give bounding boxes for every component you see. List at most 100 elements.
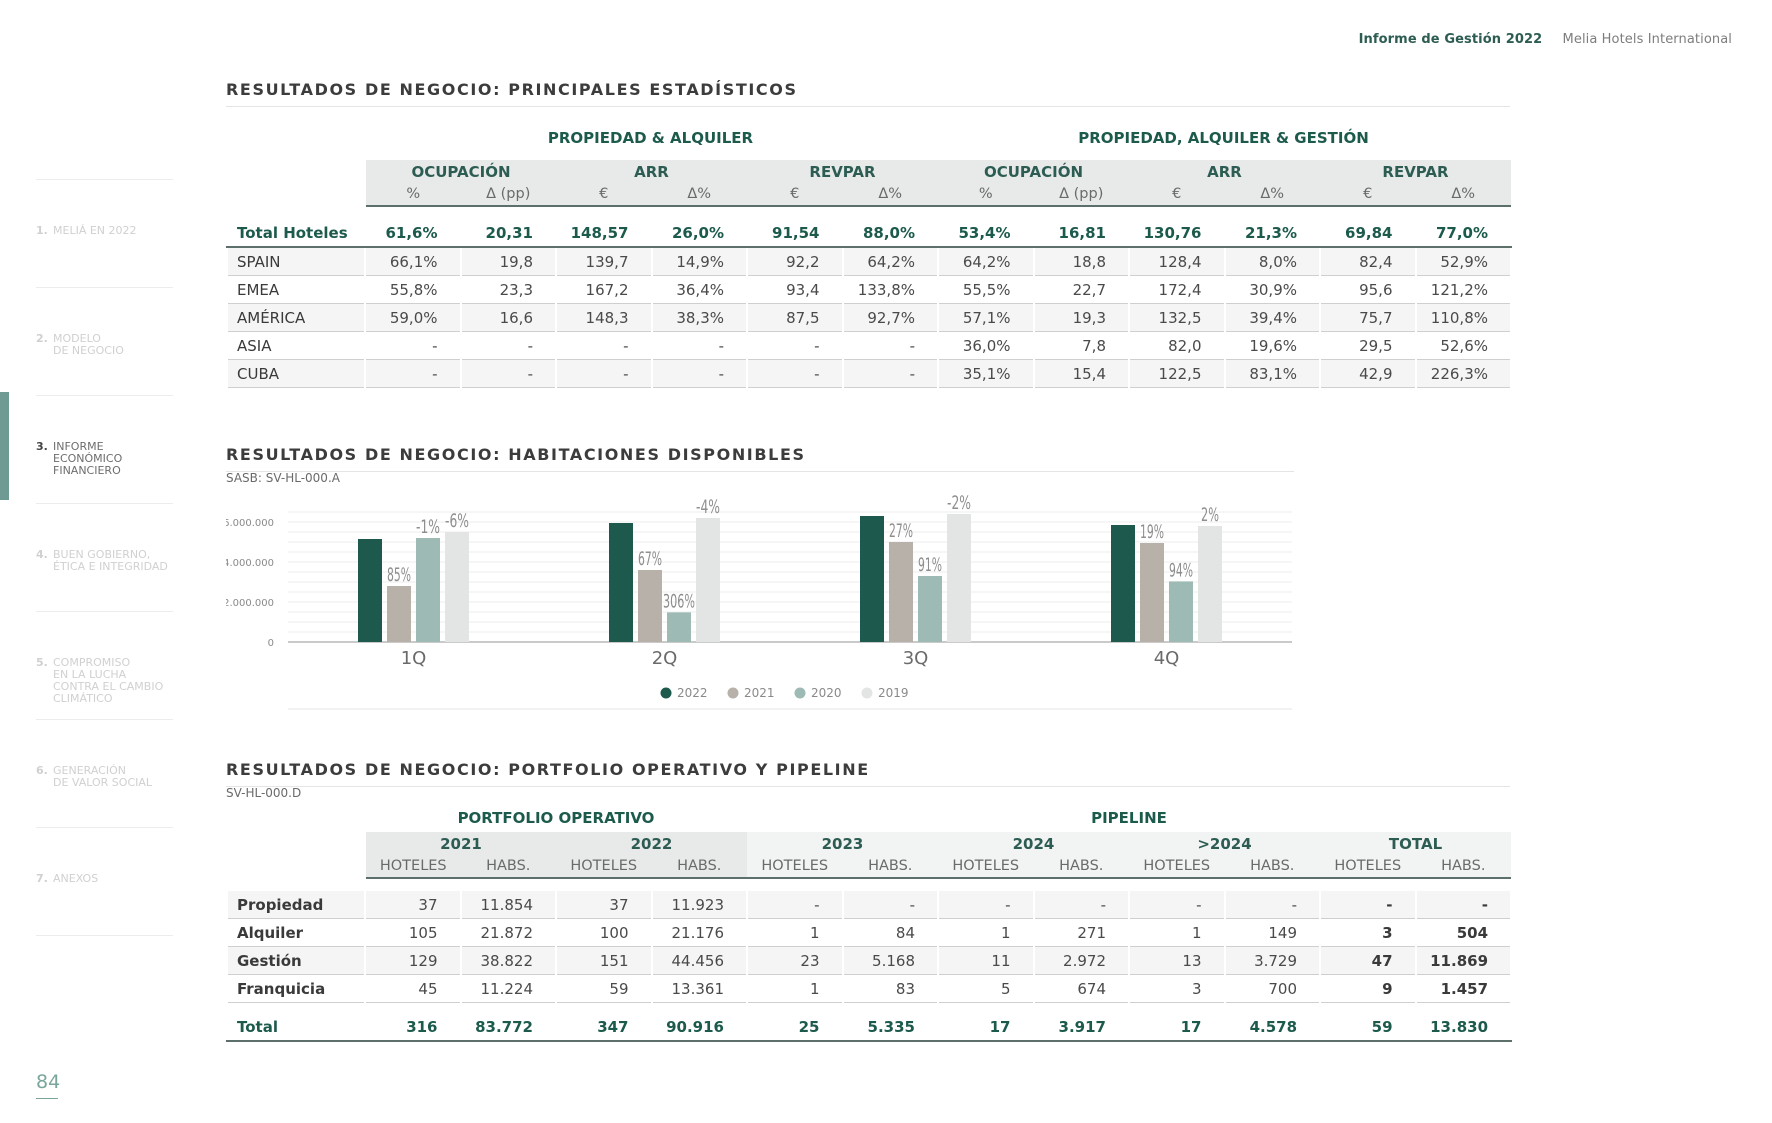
stats-unit-header-row: % Δ (pp) € Δ% € Δ%% Δ (pp) € Δ% € Δ% (226, 183, 1511, 207)
data-label: 27% (889, 520, 913, 542)
table-cell: 83 (841, 974, 939, 1003)
sidebar-item-3[interactable]: 3. INFORME ECONÓMICO FINANCIERO (36, 395, 173, 503)
row-label: Alquiler (226, 918, 366, 947)
table-cell: 11 (937, 946, 1035, 975)
table-cell: - (1128, 891, 1226, 919)
legend-label: 2021 (744, 686, 775, 700)
table-cell: 93,4 (746, 275, 844, 304)
unit-header: € (747, 183, 843, 207)
table-cell: 1 (1128, 918, 1226, 947)
unit-header: Δ% (1415, 183, 1511, 207)
bar-4Q-2020 (1169, 581, 1193, 642)
table-cell: - (650, 359, 748, 388)
bar-4Q-2022 (1111, 525, 1135, 642)
table-cell: 271 (1032, 918, 1130, 947)
row-label: Total (226, 1013, 366, 1042)
table-cell: 132,5 (1128, 303, 1226, 332)
company-name: Melia Hotels International (1562, 32, 1732, 47)
table-cell: 1 (937, 918, 1035, 947)
sidebar-item-2[interactable]: 2. MODELO DE NEGOCIO (36, 287, 173, 395)
table-cell: 16,81 (1032, 219, 1130, 248)
table-cell: 59 (1319, 1013, 1417, 1042)
table-cell: 66,1% (364, 247, 462, 276)
table-cell: 5 (937, 974, 1035, 1003)
table-cell: 25 (746, 1013, 844, 1042)
x-tick-label: 2Q (652, 648, 678, 669)
y-tick-label: 2.000.000 (226, 598, 274, 609)
portfolio-total-row: Total 316 83.772 347 90.916 25 5.335 17 3.917 17 4… (226, 1013, 1513, 1042)
stats-table: OCUPACIÓN ARR REVPAR OCUPACIÓN ARR REVPAR% Δ (… (226, 160, 1512, 388)
x-tick-label: 1Q (401, 648, 427, 669)
bar-3Q-2021 (889, 542, 913, 642)
table-cell: 36,0% (937, 331, 1035, 360)
table-cell: 37 (364, 891, 462, 919)
table-cell: - (1319, 891, 1417, 919)
table-cell: 167,2 (555, 275, 653, 304)
table-cell: 55,5% (937, 275, 1035, 304)
table-cell: - (841, 331, 939, 360)
unit-header: € (1129, 183, 1225, 207)
table-row: CUBA - - - - - -35,1% 15,4 122,5 83,1% 42,9 226,3% (226, 359, 1512, 388)
table-cell: - (746, 331, 844, 360)
portfolio-year-header-row: 2021 2022 2023 2024 >2024 TOTAL (226, 832, 1512, 855)
table-cell: 59 (555, 974, 653, 1003)
y-tick-label: 0 (268, 638, 274, 649)
page-number-underline (36, 1098, 58, 1099)
sidebar-item-1[interactable]: 1. MELIÁ EN 2022 (36, 179, 173, 287)
unit-header: HOTELES (1129, 855, 1225, 879)
table-cell: 90.916 (650, 1013, 748, 1042)
unit-header: HOTELES (365, 855, 461, 879)
table-cell: 13.361 (650, 974, 748, 1003)
table-cell: 1 (746, 918, 844, 947)
unit-header: € (1320, 183, 1416, 207)
table-cell: 57,1% (937, 303, 1035, 332)
row-label: ASIA (226, 331, 366, 360)
table-cell: 11.224 (459, 974, 557, 1003)
sidebar-item-5[interactable]: 5. COMPROMISO EN LA LUCHA CONTRA EL CAMBI… (36, 611, 173, 719)
sidebar-end-rule (36, 935, 173, 936)
metric-header-ocupacin: OCUPACIÓN (938, 160, 1129, 183)
table-cell: - (364, 359, 462, 388)
stats-metric-header-row: OCUPACIÓN ARR REVPAR OCUPACIÓN ARR REVPAR (226, 160, 1511, 183)
table-cell: - (1414, 891, 1513, 919)
row-label: AMÉRICA (226, 303, 366, 332)
table-cell: 19,6% (1223, 331, 1321, 360)
table-cell: 44.456 (650, 946, 748, 975)
table-row: Alquiler 105 21.872 100 21.176 1 84 1 271 1 149 3 50… (226, 918, 1513, 947)
sidebar-item-number: 6. (36, 764, 48, 777)
bar-3Q-2022 (860, 516, 884, 642)
gap-row (227, 206, 1511, 219)
bar-2Q-2020 (667, 612, 691, 642)
table-cell: 129 (364, 946, 462, 975)
bar-2Q-2022 (609, 523, 633, 642)
table-cell: - (459, 331, 557, 360)
sidebar-item-6[interactable]: 6. GENERACIÓN DE VALOR SOCIAL (36, 719, 173, 827)
x-tick-label: 4Q (1154, 648, 1180, 669)
table-cell: 64,2% (841, 247, 939, 276)
sidebar-item-label: INFORME ECONÓMICO FINANCIERO (53, 440, 123, 477)
table-cell: 504 (1414, 918, 1513, 947)
table-cell: 91,54 (746, 219, 844, 248)
table-cell: 37 (555, 891, 653, 919)
sidebar-item-7[interactable]: 7. ANEXOS (36, 827, 173, 935)
table-cell: 95,6 (1319, 275, 1417, 304)
sidebar-item-4[interactable]: 4. BUEN GOBIERNO, ÉTICA E INTEGRIDAD (36, 503, 173, 611)
data-label: -2% (947, 492, 971, 514)
y-tick-label: 4.000.000 (226, 558, 274, 569)
data-label: 19% (1140, 521, 1164, 543)
table-cell: 29,5 (1319, 331, 1417, 360)
sidebar-item-label: ANEXOS (53, 872, 99, 885)
rooms-section-rule (226, 471, 1294, 472)
bar-3Q-2020 (918, 576, 942, 642)
table-cell: 75,7 (1319, 303, 1417, 332)
table-cell: 82,0 (1128, 331, 1226, 360)
data-label: -1% (416, 516, 440, 538)
year-header: 2022 (556, 832, 747, 855)
legend-label: 2020 (811, 686, 842, 700)
data-label: 91% (918, 554, 942, 576)
header-spacer (226, 832, 366, 855)
bar-4Q-2021 (1140, 543, 1164, 642)
bar-2Q-2021 (638, 570, 662, 642)
sidebar-item-number: 5. (36, 656, 48, 669)
header-spacer (226, 183, 366, 206)
